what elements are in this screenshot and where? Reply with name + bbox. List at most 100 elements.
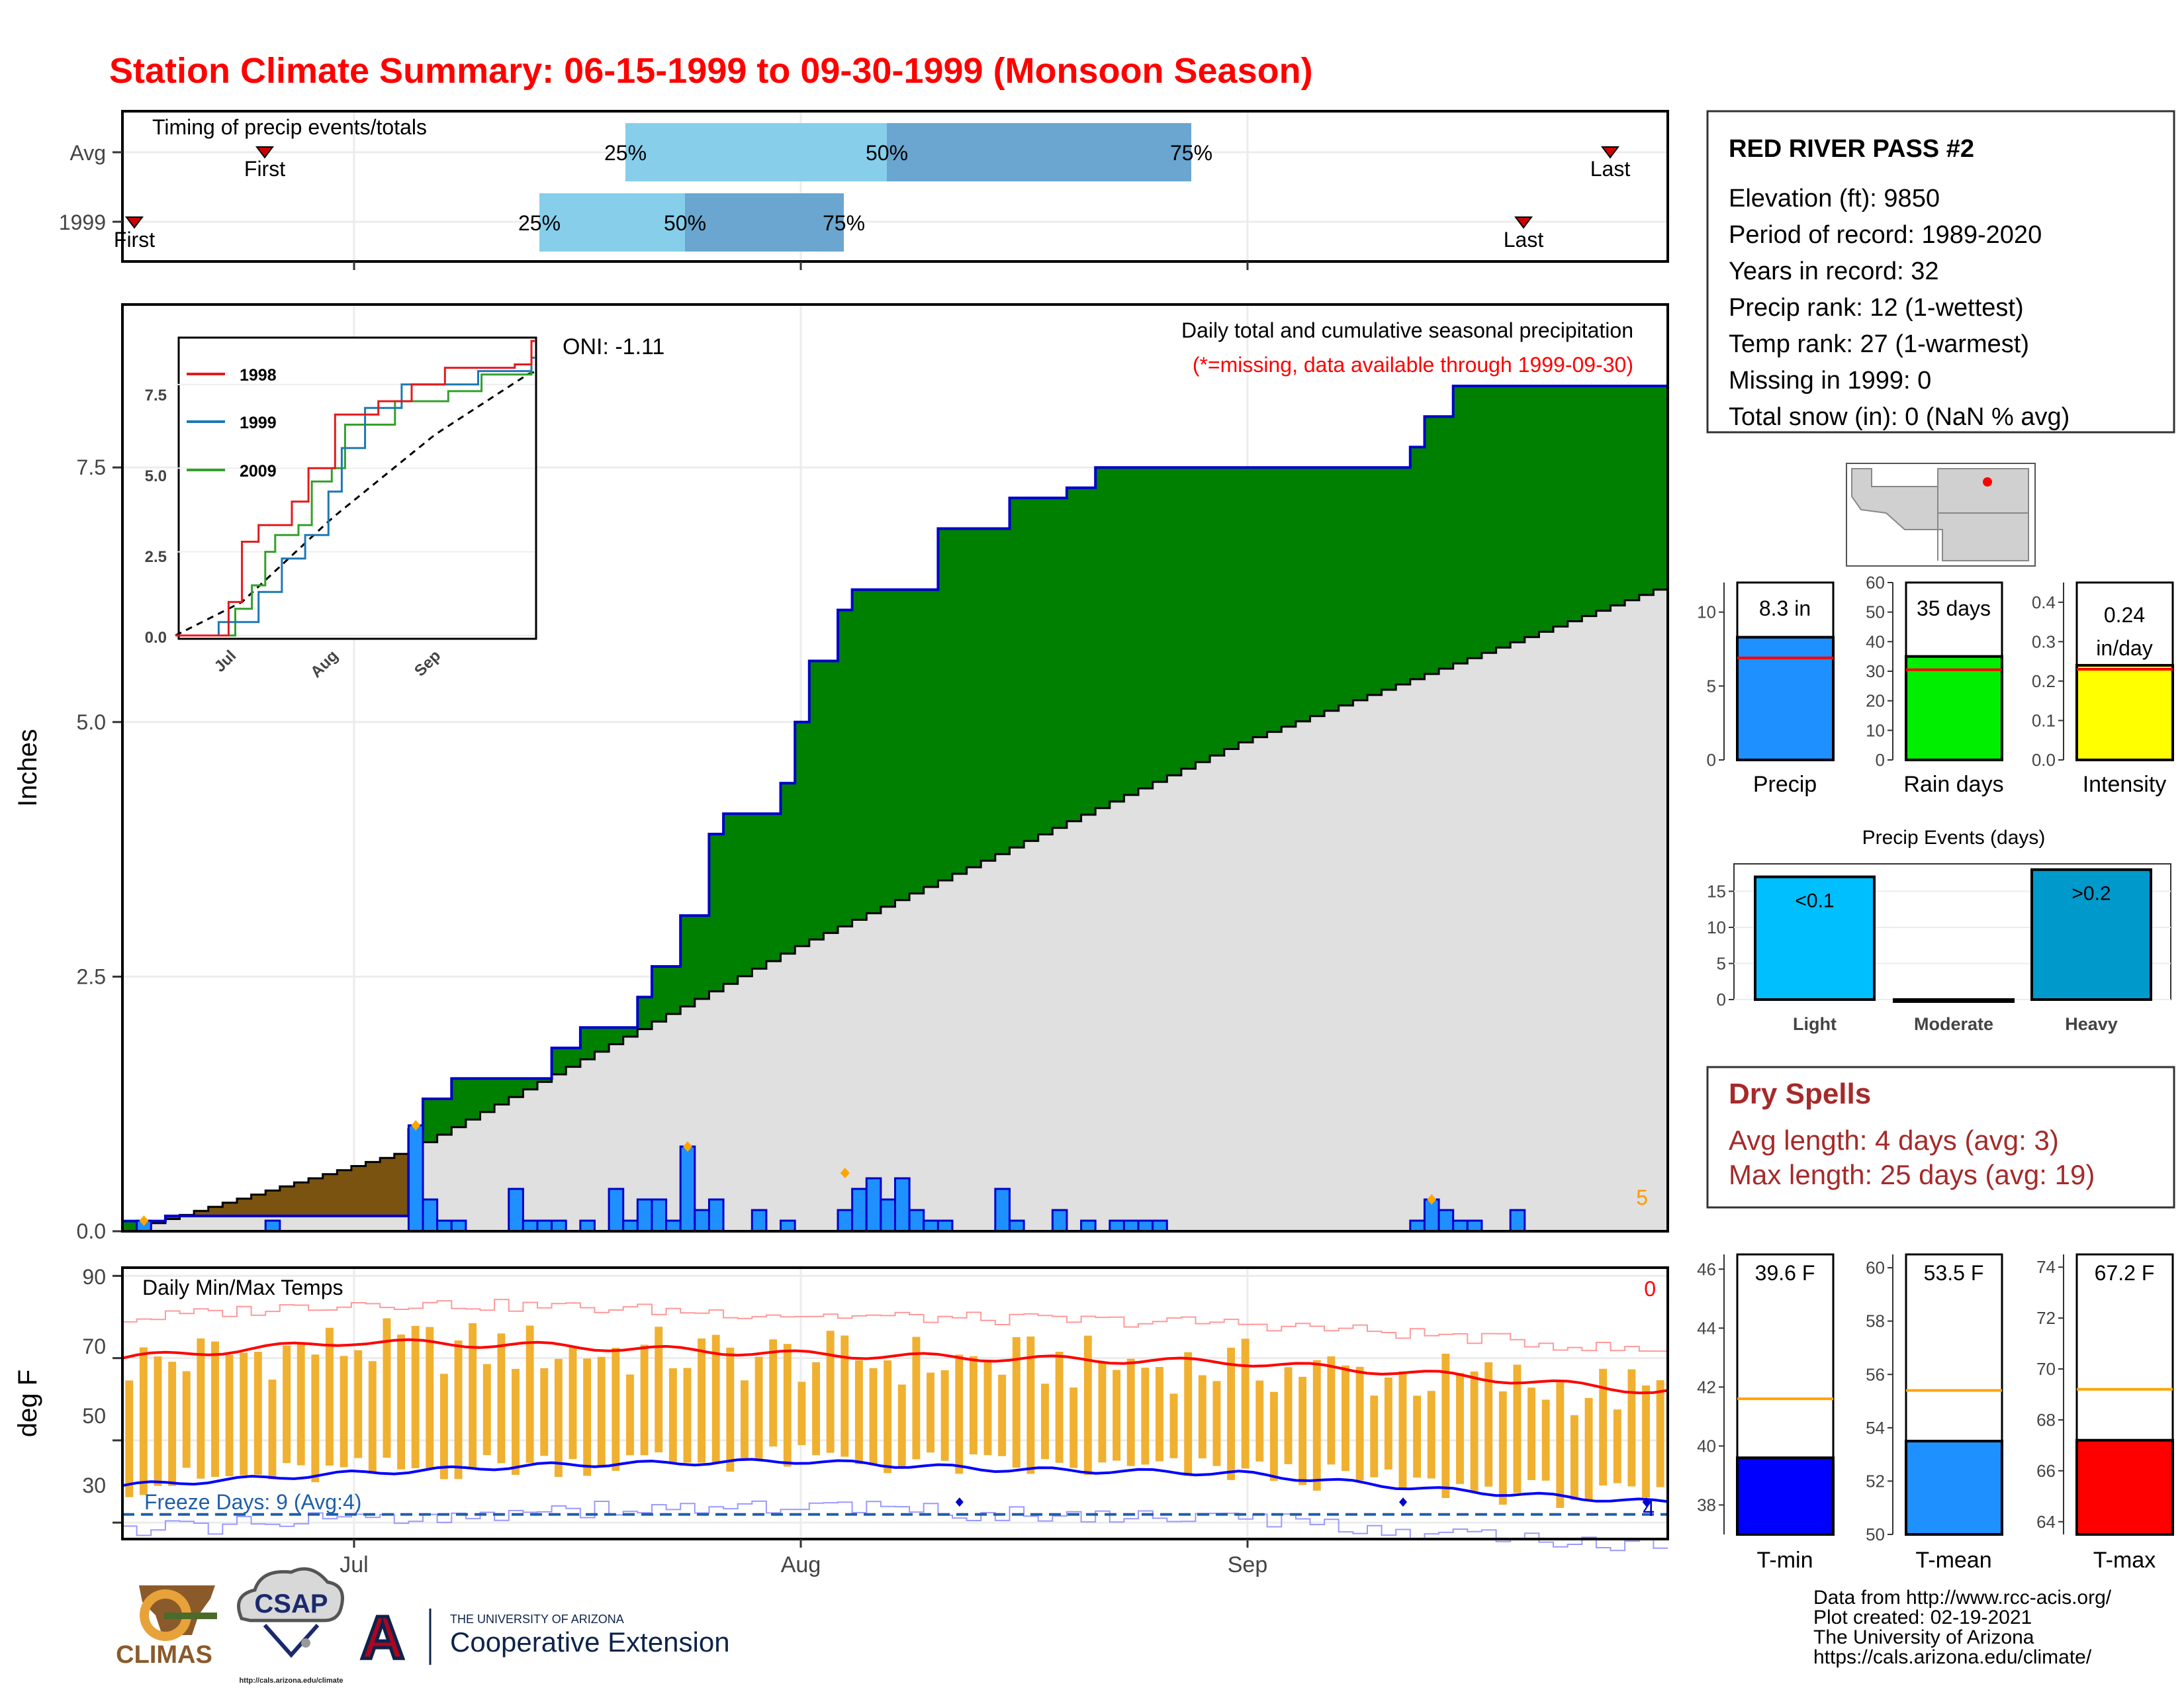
daily-temp-range-bar (1527, 1387, 1536, 1480)
daily-precip-bar (780, 1219, 796, 1233)
daily-temp-range-bar (482, 1364, 491, 1456)
x-axis: Jul Aug Sep (340, 1539, 1267, 1577)
daily-temp-range-bar (253, 1352, 262, 1475)
daily-temp-range-bar (698, 1338, 706, 1463)
1999-last-label: Last (1504, 228, 1544, 252)
avg-last-label: Last (1590, 157, 1631, 181)
temp-ytick-70: 70 (82, 1335, 106, 1358)
temp-summary-1-tick-label: 58 (1866, 1311, 1885, 1331)
summary-2-tick-label: 0.3 (2032, 632, 2056, 651)
avg-iqr-low-bar (625, 123, 887, 181)
daily-precip-bar (880, 1198, 897, 1233)
temp-summary-1-tick-label: 56 (1866, 1364, 1885, 1384)
daily-precip-bar (622, 1219, 639, 1233)
daily-precip-bar (536, 1219, 553, 1233)
precip-marker (840, 1168, 850, 1178)
ua-cooperative-extension: Cooperative Extension (450, 1626, 730, 1658)
inset-xtick-sep: Sep (411, 647, 444, 680)
temp-summary-category-label: T-min (1757, 1548, 1813, 1573)
daily-temp-range-bar (612, 1348, 620, 1471)
footer-university: The University of Arizona (1813, 1626, 2034, 1648)
inset-average-line (175, 371, 535, 637)
precip-marker (1427, 1194, 1437, 1205)
station-line-precip-rank: Precip rank: 12 (1-wettest) (1729, 294, 2024, 322)
inset-chart: 1998 1999 2009 0.0 2.5 5.0 7.5 Jul Aug S… (145, 336, 537, 681)
1999-row-label: 1999 (59, 211, 106, 234)
temp-summary-2-tick-label: 68 (2036, 1410, 2056, 1430)
summary-value-label: 8.3 in (1759, 596, 1811, 620)
footer-url: https://cals.arizona.edu/climate/ (1813, 1646, 2092, 1668)
daily-temp-range-bar (211, 1341, 219, 1477)
station-info-box: RED RIVER PASS #2 Elevation (ft): 9850 P… (1706, 110, 2175, 434)
summary-1-tick-label: 20 (1866, 691, 1885, 711)
avg-first-label: First (244, 157, 285, 181)
daily-temp-range-bar (1342, 1365, 1349, 1471)
daily-temp-range-bar (626, 1374, 634, 1456)
daily-precip-bar (636, 1198, 653, 1233)
daily-precip-bar (264, 1219, 281, 1233)
temp-summary-2-tick-label: 66 (2036, 1461, 2056, 1481)
temp-summary-1-tick-label: 50 (1866, 1524, 1885, 1544)
1999-iqr-high-bar (685, 193, 844, 252)
temp-summary-2-tick-label: 74 (2036, 1257, 2056, 1277)
precip-ytick-label: 5.0 (77, 710, 106, 734)
inset-legend-2009: 2009 (240, 462, 277, 481)
1999-iqr-low-bar (539, 193, 685, 252)
summary-value-label: 35 days (1917, 596, 1991, 620)
summary-category-label: Rain days (1903, 772, 2003, 797)
daily-temp-range-bar (354, 1350, 363, 1458)
station-location-dot (1983, 477, 1992, 487)
summary-2-tick-label: 0.1 (2032, 710, 2056, 730)
daily-precip-bar (923, 1219, 939, 1233)
daily-temp-range-bar (726, 1347, 735, 1472)
daily-temp-range-bar (569, 1346, 577, 1460)
daily-precip-bar (651, 1198, 668, 1233)
dry-spells-box: Dry Spells Avg length: 4 days (avg: 3) M… (1706, 1066, 2175, 1209)
daily-temp-range-bar (225, 1354, 234, 1477)
avg-p25-label: 25% (604, 141, 647, 165)
summary-0-value-bar (1736, 635, 1835, 762)
summary-0-tick-label: 5 (1707, 676, 1716, 696)
daily-temp-range-bar (1227, 1347, 1235, 1480)
daily-temp-range-bar (969, 1356, 978, 1455)
temp-summary-value-label: 67.2 F (2095, 1261, 2155, 1285)
daily-temp-range-bar (1069, 1387, 1078, 1468)
daily-temp-range-bar (1541, 1399, 1550, 1481)
precip-summary-bars: 0 5 10 8.3 in Precip 0 10 20 30 40 50 60 35 days Rain… (1697, 573, 2174, 797)
summary-1-tick-label: 10 (1866, 720, 1885, 740)
1999-p25-label: 25% (518, 211, 561, 235)
summary-2-value-bar (2075, 664, 2174, 761)
daily-temp-range-bar (1599, 1368, 1608, 1486)
daily-temp-range-bar (1241, 1338, 1250, 1469)
freeze-day-marker (1399, 1497, 1408, 1507)
daily-temp-range-bar (1627, 1369, 1636, 1487)
temp-summary-1-value-bar (1905, 1440, 2003, 1536)
daily-precip-bar (1122, 1219, 1140, 1233)
summary-1-tick-label: 0 (1876, 750, 1885, 770)
temp-corner-top: 0 (1644, 1277, 1656, 1301)
events-tick-label: 5 (1717, 953, 1726, 973)
record-low-tmin-line (122, 1500, 1668, 1552)
station-line-elevation: Elevation (ft): 9850 (1729, 185, 1940, 212)
dry-spells-title: Dry Spells (1729, 1078, 1871, 1110)
daily-temp-range-bar (311, 1354, 320, 1483)
temp-corner-bottom: 4 (1643, 1497, 1655, 1521)
daily-temp-range-bar (640, 1344, 649, 1456)
daily-temp-range-bar (1556, 1382, 1565, 1508)
daily-temp-range-bar (1413, 1395, 1422, 1478)
daily-temp-range-bar (439, 1374, 448, 1479)
daily-temp-range-bar (125, 1380, 134, 1497)
daily-precip-bar (436, 1219, 453, 1233)
daily-temp-range-bar (869, 1368, 878, 1464)
daily-temp-range-bar (1570, 1415, 1578, 1501)
events-tick-label: 0 (1717, 990, 1726, 1009)
summary-1-value-bar (1905, 655, 2003, 762)
daily-temp-range-bar (1312, 1360, 1321, 1491)
daily-temp-range-bar (927, 1372, 934, 1453)
events-bar-label: >0.2 (2071, 883, 2111, 905)
daily-temp-range-bar (383, 1318, 391, 1458)
inset-ytick-0: 0.0 (145, 629, 167, 647)
daily-temp-range-bar (296, 1343, 305, 1466)
daily-temp-range-bar (797, 1382, 806, 1446)
